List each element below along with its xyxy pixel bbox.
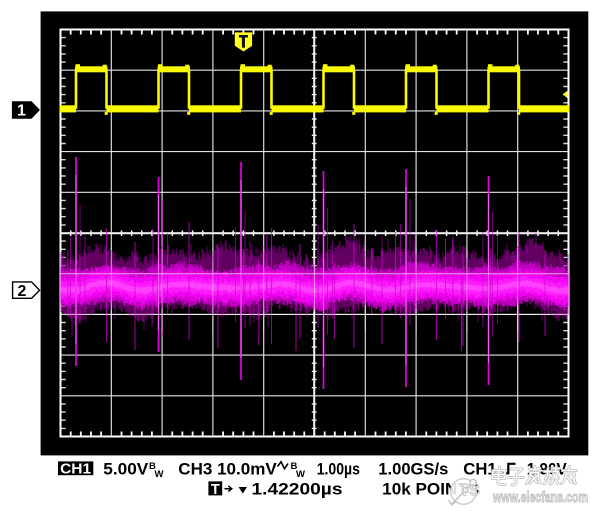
svg-text:W: W [296,469,305,480]
svg-text:5.00V: 5.00V [103,460,148,478]
svg-text:CH1: CH1 [60,462,91,478]
svg-text:1.42200µs: 1.42200µs [252,480,343,498]
svg-text:1.00µs: 1.00µs [317,460,360,478]
svg-text:CH3 10.0mV: CH3 10.0mV [178,460,276,478]
svg-text:1: 1 [17,103,26,120]
svg-text:2: 2 [18,283,27,300]
svg-text:1.00GS/s: 1.00GS/s [378,460,448,478]
svg-text:B: B [149,461,156,472]
svg-text:CH1: CH1 [463,460,496,478]
svg-text:B: B [291,461,298,472]
svg-text:TS: TS [460,483,480,500]
svg-text:W: W [155,469,164,480]
svg-text:T: T [211,482,220,498]
svg-text:www.elecfans.com: www.elecfans.com [492,489,588,506]
